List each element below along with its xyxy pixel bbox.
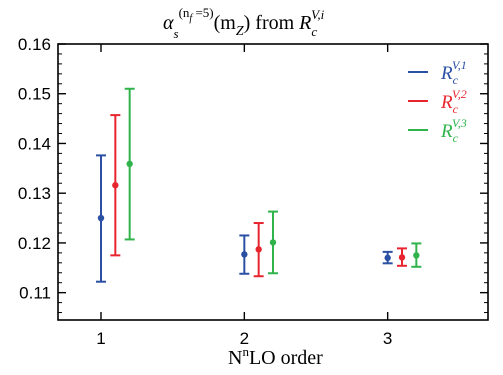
x-tick-label: 3 <box>383 329 392 348</box>
x-axis-label: NnLO order <box>228 344 323 369</box>
y-tick-label: 0.12 <box>18 234 51 253</box>
y-tick-label: 0.13 <box>18 184 51 203</box>
data-point <box>384 254 391 262</box>
data-point <box>112 182 119 189</box>
series-3 <box>124 87 422 275</box>
series-2 <box>110 114 407 278</box>
legend-label: RcV,1 <box>440 58 467 87</box>
plot-frame <box>57 43 489 321</box>
x-tick-label: 1 <box>96 329 105 348</box>
y-tick-label: 0.11 <box>19 284 51 303</box>
x-tick-label: 2 <box>240 329 249 348</box>
axes: 0.11 0.12 0.13 0.14 0.15 0.16 1 2 3 <box>18 35 488 348</box>
data-marks <box>96 87 422 283</box>
series-1 <box>96 154 393 283</box>
y-tick-label: 0.15 <box>18 85 51 104</box>
data-point <box>269 239 277 246</box>
data-point <box>413 252 420 259</box>
data-point <box>97 214 105 222</box>
data-point <box>241 251 248 258</box>
legend-label: RcV,3 <box>440 116 467 145</box>
legend-label: RcV,2 <box>440 87 467 116</box>
chart-title: αs(nf =5)(mZ) from RcV,i <box>163 5 325 41</box>
y-tick-label: 0.14 <box>18 134 51 153</box>
data-point <box>398 254 406 261</box>
data-point <box>255 246 262 253</box>
y-tick-label: 0.16 <box>18 35 51 54</box>
data-point <box>126 160 133 168</box>
